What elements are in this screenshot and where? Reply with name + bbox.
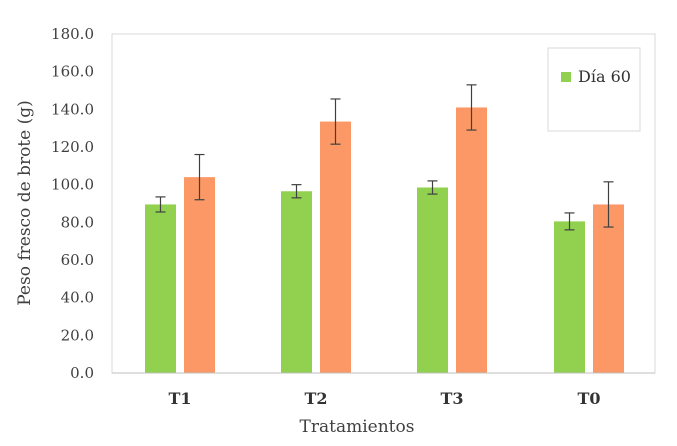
x-tick-labels: T1 T2 T3 T0 — [168, 389, 600, 408]
legend-box — [547, 47, 641, 132]
x-axis-title: Tratamientos — [300, 417, 415, 437]
x-tick-label: T0 — [577, 389, 600, 408]
y-tick-label: 20.0 — [61, 326, 94, 344]
x-tick-label: T1 — [168, 389, 191, 408]
y-tick-label: 120.0 — [51, 138, 94, 156]
y-tick-label: 140.0 — [51, 100, 94, 118]
bar-t1-series-1 — [145, 204, 176, 373]
legend: Día 60 — [547, 47, 641, 132]
y-tick-label: 180.0 — [51, 25, 94, 43]
y-tick-label: 160.0 — [51, 63, 94, 81]
y-tick-label: 60.0 — [61, 251, 94, 269]
y-tick-label: 80.0 — [61, 213, 94, 231]
bar-t1-series-2 — [184, 177, 215, 373]
bar-t3-series-2 — [456, 107, 487, 373]
bar-t0-series-2 — [593, 204, 624, 373]
x-tick-label: T2 — [304, 389, 327, 408]
bar-t3-series-1 — [417, 187, 448, 373]
bar-t0-series-1 — [554, 221, 585, 373]
y-tick-label: 40.0 — [61, 289, 94, 307]
x-tick-label: T3 — [440, 389, 463, 408]
legend-label-dia-60: Día 60 — [578, 67, 631, 86]
y-axis-title: Peso fresco de brote (g) — [15, 100, 35, 306]
legend-swatch-dia-60 — [561, 72, 571, 82]
y-tick-label: 100.0 — [51, 176, 94, 194]
error-bars-layer — [155, 84, 614, 231]
bar-t2-series-2 — [320, 121, 351, 373]
y-tick-label: 0.0 — [70, 364, 94, 382]
y-tick-labels: 0.0 20.0 40.0 60.0 80.0 100.0 120.0 140.0 160.0 1… — [51, 25, 94, 382]
bars-layer — [145, 107, 624, 373]
bar-t2-series-1 — [281, 191, 312, 373]
